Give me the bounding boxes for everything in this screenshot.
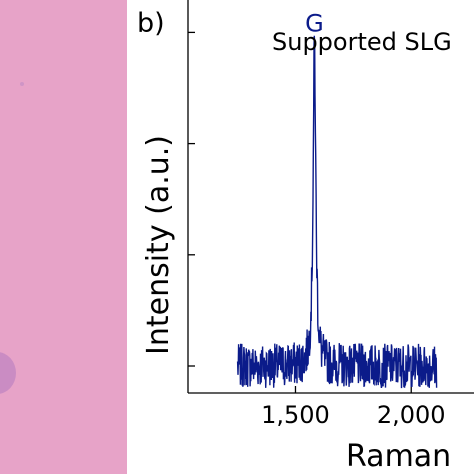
peak-label-g: G [305,10,324,38]
x-tick-label: 2,000 [377,401,446,429]
panel-label: b) [137,8,165,39]
y-axis-label: Intensity (a.u.) [141,135,176,355]
graphene-flake [0,352,16,394]
microscope-image [0,0,127,474]
particle-speck [20,82,24,86]
x-axis-label: Raman [346,439,451,474]
x-tick-labels: 1,500 2,000 [261,401,445,429]
y-ticks [188,31,195,367]
chart-title: Supported SLG [272,28,452,56]
series-line [236,35,438,389]
x-tick-label: 1,500 [261,401,330,429]
x-ticks [294,386,412,393]
